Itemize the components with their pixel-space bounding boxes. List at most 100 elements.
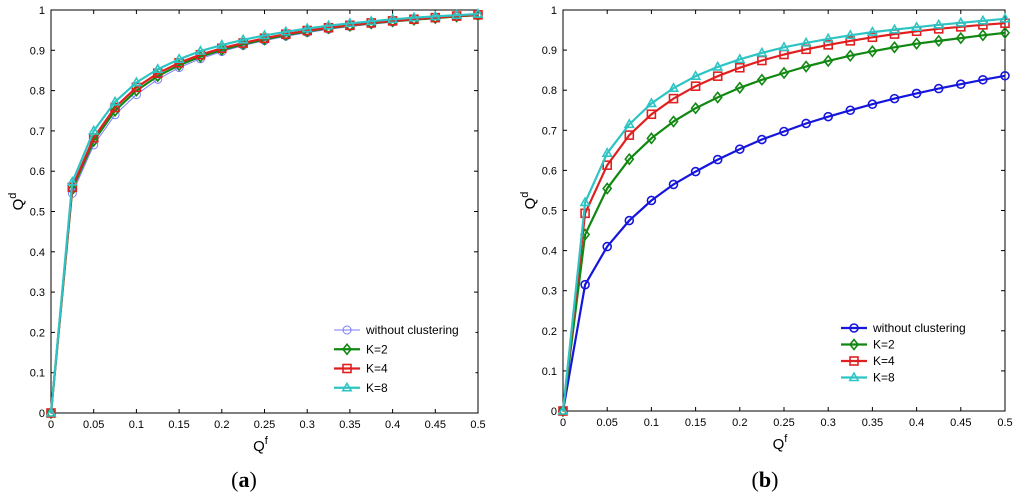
data-point: [999, 12, 1011, 23]
data-point: [933, 34, 944, 48]
data-point: [216, 39, 228, 49]
y-tick-label: 0.1: [542, 366, 557, 378]
data-point: [955, 79, 966, 89]
data-point: [646, 195, 657, 206]
legend: without clustering K=2 K=4 K=8: [329, 317, 476, 406]
data-point: [602, 182, 613, 195]
x-tick-label: 0.5: [470, 419, 485, 431]
data-point: [690, 70, 702, 80]
data-point: [712, 71, 723, 81]
data-point: [557, 404, 569, 415]
x-tick-label: 0.25: [254, 419, 275, 431]
data-point: [1000, 70, 1010, 81]
x-tick-label: 0: [560, 417, 566, 429]
data-point: [580, 279, 590, 290]
data-point: [624, 130, 635, 140]
panel-b: 0 0.05 0.1 0.15 0.2 0.25 0.3 0.35 0.4 0.45 0.5 0 0.1…: [519, 5, 1013, 492]
x-axis-label: Qf: [253, 435, 269, 455]
y-tick-label: 0.7: [542, 125, 557, 137]
y-axis-label: Qd: [7, 193, 27, 211]
legend-box: [329, 317, 476, 406]
x-tick-label: 0.1: [129, 419, 144, 431]
data-point: [690, 81, 701, 91]
y-tick-label: 1: [551, 5, 557, 17]
data-point: [173, 53, 185, 63]
series-line: [561, 74, 1006, 412]
data-point: [387, 13, 399, 24]
y-tick-label: 0.9: [30, 45, 45, 57]
data-point: [977, 14, 989, 25]
data-point: [322, 19, 335, 30]
x-tick-label: 0.2: [214, 419, 229, 431]
data-point: [734, 62, 745, 73]
data-point: [889, 41, 900, 54]
y-tick-label: 0.4: [542, 246, 557, 258]
data-point: [823, 40, 834, 50]
legend-label: K=4: [366, 362, 388, 376]
data-point: [911, 88, 922, 99]
data-point: [779, 126, 789, 137]
x-tick-label: 0.45: [425, 419, 446, 431]
data-point: [867, 99, 878, 110]
data-point: [408, 11, 420, 22]
data-point: [889, 93, 900, 104]
data-point: [801, 118, 811, 129]
y-tick-label: 1: [39, 5, 45, 17]
data-point: [999, 26, 1011, 40]
x-tick-label: 0.3: [821, 417, 836, 429]
data-point: [624, 152, 635, 166]
data-point: [429, 10, 441, 21]
y-tick-label: 0.6: [542, 165, 557, 177]
data-point: [130, 76, 142, 87]
data-point: [579, 196, 591, 207]
data-point: [888, 23, 901, 34]
data-point: [645, 97, 657, 108]
x-tick-label: 0.4: [385, 419, 400, 431]
data-point: [845, 36, 856, 46]
data-point: [667, 82, 680, 92]
data-point: [845, 105, 856, 116]
data-point: [778, 66, 790, 80]
x-tick-label: 0: [48, 419, 54, 431]
data-point: [624, 215, 635, 226]
legend-swatch-marker: [848, 371, 860, 382]
y-tick-label: 0.5: [30, 207, 45, 219]
series-k-8: [45, 8, 484, 417]
data-point: [690, 101, 701, 115]
data-point: [110, 104, 121, 118]
panel-label: (b): [752, 467, 779, 492]
data-point: [757, 134, 767, 145]
x-tick-label: 0.05: [83, 419, 104, 431]
y-tick-label: 0.5: [542, 206, 557, 218]
data-point: [978, 74, 988, 85]
series-k-8: [557, 12, 1011, 415]
data-point: [955, 31, 966, 45]
y-tick-label: 0.2: [30, 327, 45, 339]
data-point: [668, 115, 679, 128]
data-point: [45, 406, 57, 420]
data-point: [646, 109, 657, 120]
data-point: [778, 41, 790, 52]
x-tick-label: 0.4: [909, 417, 924, 429]
x-tick-label: 0.35: [862, 417, 883, 429]
data-point: [734, 144, 745, 154]
data-point: [867, 45, 878, 58]
data-point: [977, 28, 988, 42]
data-point: [933, 83, 944, 94]
data-point: [911, 21, 923, 32]
data-point: [152, 63, 164, 74]
data-point: [602, 241, 613, 252]
y-tick-label: 0.6: [30, 166, 45, 178]
legend-label: K=2: [366, 342, 388, 356]
data-point: [801, 60, 812, 73]
data-point: [712, 60, 724, 71]
data-point: [734, 81, 745, 95]
series-line: [49, 12, 479, 414]
data-point: [623, 118, 635, 129]
legend-swatch-marker: [341, 342, 353, 356]
legend-swatch-marker: [848, 338, 860, 351]
data-point: [45, 406, 57, 417]
y-tick-label: 0: [39, 408, 45, 420]
y-axis-label: Qd: [519, 192, 539, 210]
